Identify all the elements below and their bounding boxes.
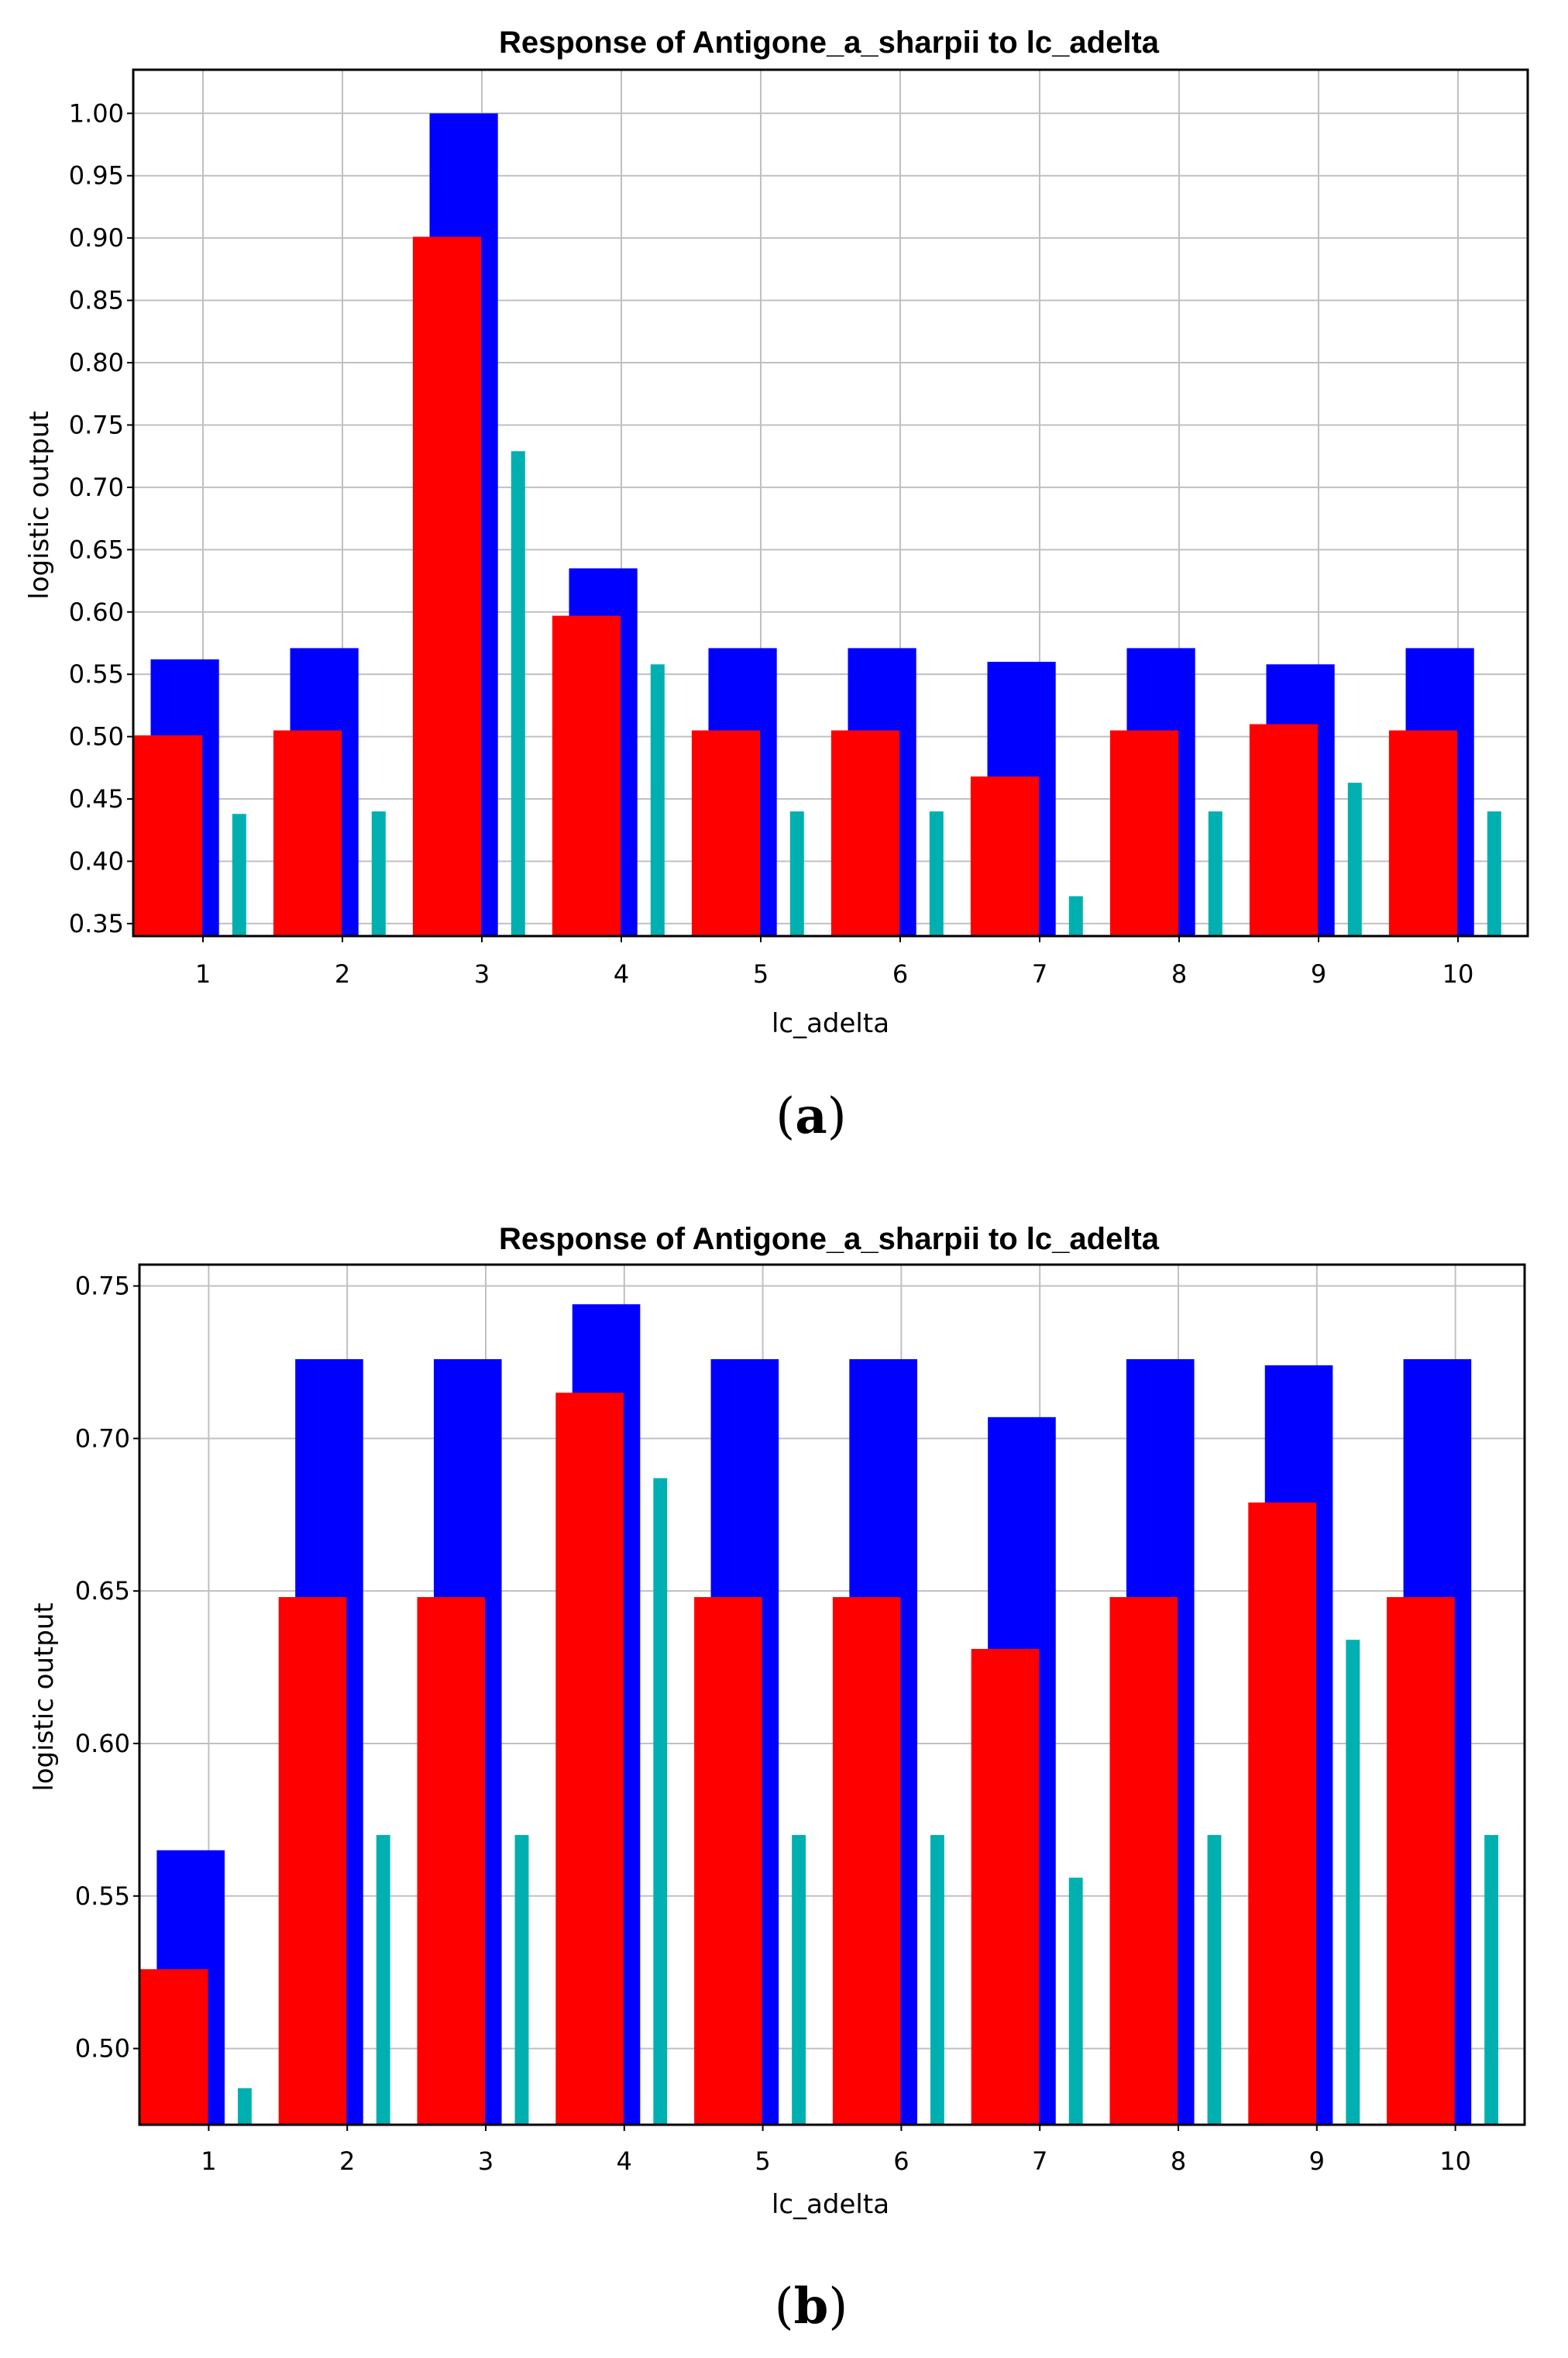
bar-series-2-cat-1 (133, 735, 203, 936)
bar-series-3-cat-9 (1346, 1640, 1360, 2125)
bars (139, 1304, 1499, 2125)
chart-title: Response of Antigone_a_sharpii to lc_ade… (499, 26, 1160, 60)
x-tick-label: 3 (478, 2146, 493, 2176)
bar-series-2-cat-10 (1388, 730, 1458, 936)
plot-frame (138, 1263, 1526, 2126)
x-tick-label: 4 (617, 2146, 632, 2176)
y-tick-label: 0.90 (69, 223, 124, 253)
x-axis-label: lc_adelta (772, 2189, 889, 2220)
bar-series-2-cat-9 (1248, 1503, 1316, 2125)
bars (133, 113, 1501, 937)
chart-a: Response of Antigone_a_sharpii to lc_ade… (24, 26, 1529, 1145)
x-tick-label: 10 (1442, 959, 1474, 989)
bar-series-3-cat-4 (653, 1478, 668, 2125)
bar-series-3-cat-2 (376, 1835, 390, 2125)
bar-series-3-cat-1 (232, 814, 246, 936)
bar-series-2-cat-2 (273, 730, 342, 936)
bar-series-3-cat-4 (650, 664, 665, 936)
x-tick-label: 1 (201, 2146, 216, 2176)
bar-series-2-cat-2 (278, 1597, 347, 2125)
bar-series-3-cat-10 (1487, 811, 1501, 936)
bar-series-2-cat-7 (971, 1648, 1040, 2125)
x-tick-label: 10 (1439, 2146, 1471, 2176)
bar-series-2-cat-3 (417, 1597, 486, 2125)
bar-series-2-cat-5 (694, 1597, 762, 2125)
x-tick-label: 5 (753, 959, 769, 989)
x-tick-label: 6 (892, 959, 908, 989)
panel-label-a: (a) (775, 1087, 846, 1145)
x-tick-label: 7 (1032, 959, 1047, 989)
x-tick-label: 7 (1032, 2146, 1047, 2176)
plot-frame (132, 68, 1529, 938)
bar-series-2-cat-6 (832, 1597, 901, 2125)
y-tick-label: 0.50 (69, 722, 124, 752)
x-axis-label: lc_adelta (772, 1008, 889, 1039)
y-tick-label: 0.40 (69, 846, 124, 876)
bar-series-2-cat-3 (412, 236, 482, 936)
bar-series-2-cat-9 (1249, 724, 1319, 936)
bar-series-2-cat-4 (555, 1392, 624, 2125)
y-tick-label: 0.60 (75, 1729, 130, 1758)
y-tick-label: 0.65 (75, 1576, 130, 1606)
bar-series-3-cat-6 (929, 811, 944, 936)
y-tick-label: 0.80 (69, 348, 124, 377)
y-tick-label: 0.70 (75, 1423, 130, 1453)
tick-labels: 1 2 3 4 5 6 7 8 9 10 0.50 0.55 0.60 0.65 0.70 0.75 (75, 1272, 1471, 2176)
x-tick-label: 5 (755, 2146, 770, 2176)
x-tick-label: 2 (339, 2146, 355, 2176)
bar-series-3-cat-7 (1068, 896, 1083, 936)
y-tick-label: 0.75 (69, 410, 124, 439)
x-tick-label: 8 (1171, 959, 1187, 989)
y-tick-label: 0.95 (69, 161, 124, 191)
tick-labels: 1 2 3 4 5 6 7 8 9 10 0.35 0.40 0.45 0.50 0.55 0.60 0.65 0… (69, 98, 1474, 989)
chart-title: Response of Antigone_a_sharpii to lc_ade… (499, 1222, 1160, 1256)
bar-series-3-cat-5 (789, 811, 804, 936)
y-tick-label: 0.85 (69, 286, 124, 315)
chart-b: Response of Antigone_a_sharpii to lc_ade… (29, 1222, 1526, 2336)
bar-series-3-cat-5 (792, 1835, 806, 2125)
bar-series-3-cat-3 (511, 451, 525, 936)
y-tick-label: 0.35 (69, 909, 124, 938)
bar-series-3-cat-10 (1484, 1835, 1499, 2125)
bar-series-2-cat-5 (691, 730, 761, 936)
y-tick-label: 1.00 (69, 98, 124, 128)
bar-series-3-cat-1 (237, 2088, 252, 2125)
y-axis-label: logistic output (29, 1602, 60, 1791)
x-tick-label: 3 (474, 959, 490, 989)
bar-series-3-cat-8 (1207, 1835, 1222, 2125)
y-tick-label: 0.55 (69, 659, 124, 689)
bar-series-3-cat-9 (1347, 783, 1362, 936)
bar-series-2-cat-8 (1109, 1597, 1178, 2125)
bar-series-3-cat-7 (1068, 1878, 1083, 2125)
y-tick-label: 0.65 (69, 535, 124, 564)
bar-series-3-cat-3 (514, 1835, 529, 2125)
x-tick-label: 4 (614, 959, 629, 989)
bar-series-3-cat-8 (1208, 811, 1222, 936)
y-axis-label: logistic output (24, 411, 55, 599)
x-tick-label: 1 (195, 959, 211, 989)
x-tick-label: 8 (1171, 2146, 1186, 2176)
y-tick-label: 0.60 (69, 597, 124, 627)
bar-series-2-cat-10 (1387, 1597, 1455, 2125)
bar-series-2-cat-7 (970, 776, 1040, 936)
bar-series-2-cat-8 (1109, 730, 1179, 936)
bar-series-2-cat-4 (552, 615, 621, 936)
y-tick-label: 0.50 (75, 2034, 130, 2064)
y-tick-label: 0.70 (69, 473, 124, 502)
bar-series-3-cat-2 (371, 811, 386, 936)
y-tick-label: 0.55 (75, 1881, 130, 1911)
bar-series-3-cat-6 (930, 1835, 944, 2125)
panel-label-b: (b) (775, 2277, 848, 2336)
bar-series-2-cat-1 (139, 1969, 208, 2125)
bar-series-2-cat-6 (830, 730, 900, 936)
x-tick-label: 2 (335, 959, 350, 989)
x-tick-label: 9 (1309, 2146, 1325, 2176)
x-tick-label: 6 (893, 2146, 909, 2176)
x-tick-label: 9 (1311, 959, 1326, 989)
y-tick-label: 0.45 (69, 784, 124, 814)
y-tick-label: 0.75 (75, 1272, 130, 1301)
